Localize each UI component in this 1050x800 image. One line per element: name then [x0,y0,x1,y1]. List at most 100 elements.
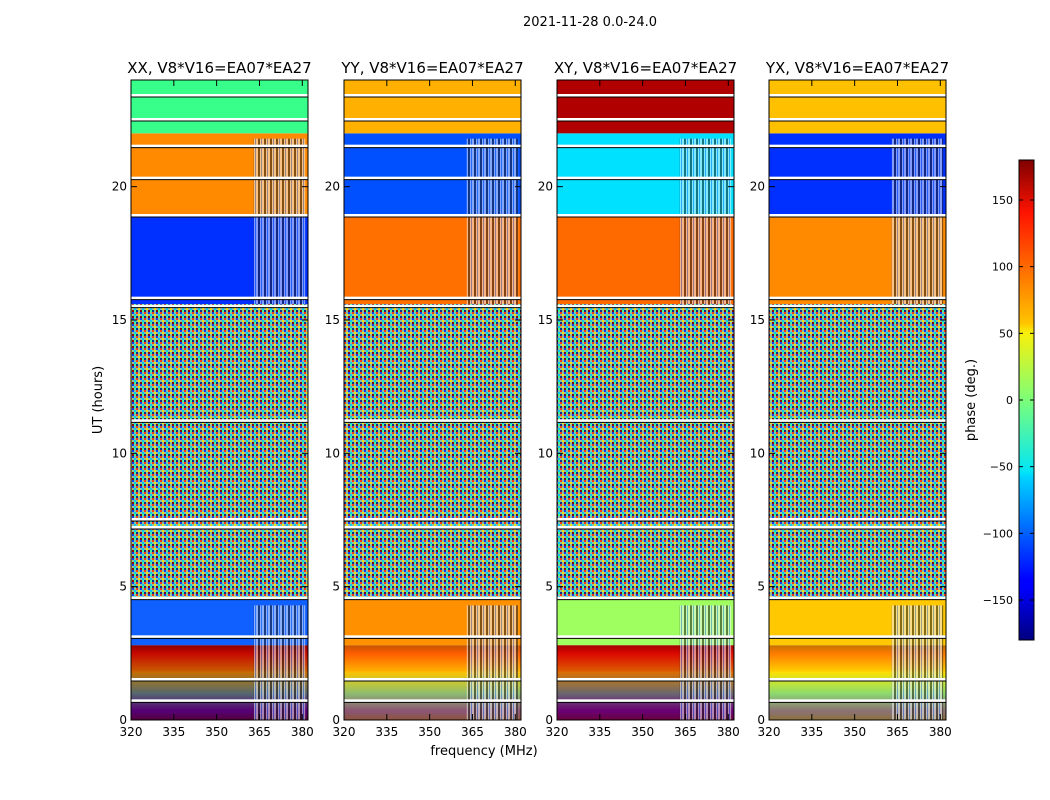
y-tick-label: 10 [538,446,553,460]
y-tick-label: 15 [325,313,340,327]
x-tick-label: 380 [929,725,952,739]
flagged-row [131,94,308,97]
panel-xx: XX, V8*V16=EA07*EA27 320 335 350 365 380 0 5 10 1… [112,59,314,739]
flagged-row [344,296,521,300]
noise-band [131,304,308,598]
flagged-row [344,518,521,521]
colorbar-tick-label: −50 [990,461,1013,474]
colorbar-tick-label: 0 [1006,394,1013,407]
panel-title: YX, V8*V16=EA07*EA27 [765,59,949,77]
flagged-row [344,596,521,600]
y-tick-label: 10 [112,446,127,460]
y-tick-label: 5 [332,580,340,594]
flagged-row [769,296,946,300]
y-tick-label: 0 [545,713,553,727]
flagged-row [557,635,734,639]
flagged-row [131,518,308,521]
flagged-row [557,699,734,703]
flagged-row [131,214,308,217]
flagged-row [769,518,946,521]
y-tick-label: 0 [332,713,340,727]
flagged-row [769,94,946,97]
flagged-row [769,176,946,180]
x-tick-label: 335 [588,725,611,739]
x-tick-label: 335 [375,725,398,739]
flagged-row [557,678,734,681]
colorbar-tick-label: 150 [992,194,1013,207]
flagged-row [769,214,946,217]
x-axis-label: frequency (MHz) [430,744,537,759]
panel-title: XX, V8*V16=EA07*EA27 [127,59,311,77]
flagged-row [769,304,946,308]
x-tick-label: 320 [546,725,569,739]
flagged-row [344,678,521,681]
flagged-row [557,296,734,300]
signal-block [557,80,734,134]
x-tick-label: 335 [162,725,185,739]
flagged-row [557,526,734,529]
figure-suptitle: 2021-11-28 0.0-24.0 [523,15,657,30]
x-tick-label: 365 [461,725,484,739]
flagged-row [344,214,521,217]
y-axis-label: UT (hours) [91,366,106,434]
flagged-row [131,176,308,180]
y-tick-label: 5 [119,580,127,594]
x-tick-label: 350 [418,725,441,739]
x-tick-label: 365 [886,725,909,739]
colorbar-label: phase (deg.) [964,359,979,441]
x-tick-label: 320 [120,725,143,739]
x-tick-label: 350 [205,725,228,739]
flagged-row [557,118,734,121]
flagged-row [769,635,946,639]
colorbar-tick-label: 100 [992,261,1013,274]
y-tick-label: 10 [750,446,765,460]
flagged-row [769,699,946,703]
y-tick-label: 15 [750,313,765,327]
flagged-row [131,296,308,300]
flagged-row [557,144,734,148]
rfi-band [679,138,732,304]
x-tick-label: 350 [843,725,866,739]
colorbar-tick-label: 50 [999,327,1013,340]
colorbar-tick-label: −150 [983,594,1013,607]
y-tick-label: 20 [538,180,553,194]
flagged-row [769,144,946,148]
y-tick-label: 10 [325,446,340,460]
flagged-row [344,94,521,97]
panel-title: XY, V8*V16=EA07*EA27 [554,59,737,77]
panels: XX, V8*V16=EA07*EA27 320 335 350 365 380 0 5 10 1… [112,59,952,739]
flagged-row [769,419,946,423]
x-tick-label: 365 [248,725,271,739]
y-tick-label: 20 [112,180,127,194]
noise-band [769,304,946,598]
flagged-row [557,176,734,180]
colorbar-ticks: 150 100 50 0 −50 −100 −150 [983,194,1034,607]
y-tick-label: 0 [757,713,765,727]
flagged-row [344,635,521,639]
panel-xy: XY, V8*V16=EA07*EA27 320 335 350 365 380 0 5 10 1… [538,59,740,739]
flagged-row [769,596,946,600]
panel-frame [556,79,735,721]
colorbar: 150 100 50 0 −50 −100 −150 phase (deg.) [964,159,1035,641]
flagged-row [344,526,521,529]
y-tick-label: 0 [119,713,127,727]
flagged-row [344,304,521,308]
flagged-row [131,419,308,423]
x-tick-label: 380 [504,725,527,739]
panel-frame [343,79,522,721]
signal-block [344,80,521,134]
x-tick-label: 335 [800,725,823,739]
flagged-row [344,118,521,121]
panel-frame [768,79,947,721]
colorbar-tick-label: −100 [983,527,1013,540]
flagged-row [344,699,521,703]
y-tick-label: 15 [538,313,553,327]
flagged-row [131,118,308,121]
y-tick-label: 20 [325,180,340,194]
x-tick-label: 320 [333,725,356,739]
flagged-row [344,176,521,180]
rfi-band [466,138,519,304]
flagged-row [131,678,308,681]
panel-yy: YY, V8*V16=EA07*EA27 320 335 350 365 380 0 5 10 1… [325,59,527,739]
